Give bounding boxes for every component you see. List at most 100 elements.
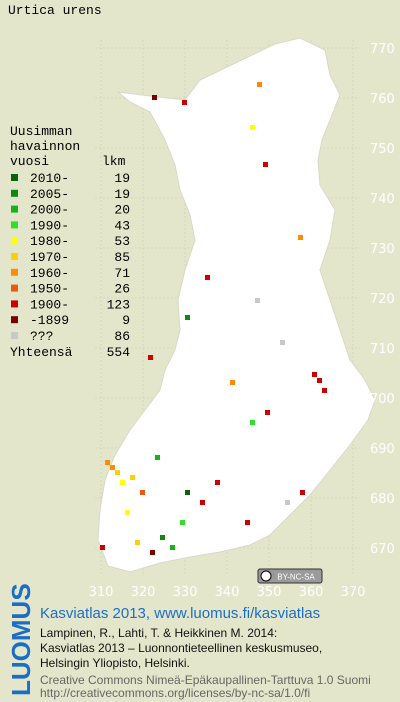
legend-total-label: Yhteensä — [10, 345, 73, 360]
x-axis-label: 320 — [131, 585, 156, 600]
legend-label: 2005- — [30, 187, 69, 202]
species-title: Urtica urens — [8, 3, 102, 18]
y-axis-label: 770 — [370, 42, 395, 57]
record-square — [135, 540, 140, 545]
legend-count: 71 — [114, 266, 130, 281]
footer-headline: Kasviatlas 2013, www.luomus.fi/kasviatla… — [40, 605, 320, 622]
footer: Lampinen, R., Lahti, T. & Heikkinen M. 2… — [40, 626, 371, 700]
legend-count: 53 — [114, 234, 130, 249]
legend-label: 1900- — [30, 297, 69, 312]
legend-count: 123 — [107, 297, 130, 312]
record-square — [185, 315, 190, 320]
legend-swatch — [11, 189, 18, 197]
badge-text: BY-NC-SA — [277, 573, 315, 582]
x-axis-label: 370 — [341, 585, 366, 600]
record-square — [120, 480, 125, 485]
legend-count: 86 — [114, 329, 130, 344]
record-square — [280, 340, 285, 345]
legend-swatch — [11, 268, 18, 276]
record-square — [100, 545, 105, 550]
legend-label: 2000- — [30, 203, 69, 218]
legend-total: 554 — [107, 345, 131, 360]
y-axis-label: 730 — [370, 242, 395, 257]
y-axis-label: 740 — [370, 192, 395, 207]
legend-count: 20 — [114, 203, 130, 218]
y-axis-label: 670 — [370, 542, 395, 557]
record-square — [130, 475, 135, 480]
record-square — [250, 420, 255, 425]
record-square — [170, 545, 175, 550]
record-square — [285, 500, 290, 505]
y-axis-label: 720 — [370, 292, 395, 307]
legend-label: 1970- — [30, 250, 69, 265]
record-square — [160, 535, 165, 540]
legend-swatch — [11, 300, 18, 308]
record-square — [155, 455, 160, 460]
legend-count: 9 — [122, 313, 130, 328]
citation-line: Helsingin Yliopisto, Helsinki. — [40, 656, 190, 670]
legend-swatch — [11, 237, 18, 245]
legend-heading: vuosi — [10, 154, 49, 169]
legend-label: 1980- — [30, 234, 69, 249]
legend-swatch — [11, 174, 18, 181]
citation-line: Lampinen, R., Lahti, T. & Heikkinen M. 2… — [40, 626, 277, 640]
legend-heading: havainnon — [10, 139, 80, 154]
cc-icon — [260, 570, 272, 582]
record-square — [150, 550, 155, 555]
x-axis-label: 360 — [299, 585, 324, 600]
badge-box — [257, 568, 323, 584]
record-square — [115, 470, 120, 475]
citation-line: Kasviatlas 2013 – Luonnontieteellinen ke… — [40, 641, 322, 655]
record-square — [148, 355, 153, 360]
record-square — [140, 490, 145, 495]
y-axis-label: 750 — [370, 142, 395, 157]
legend-swatch — [11, 253, 18, 260]
legend-label: 1960- — [30, 266, 69, 281]
record-square — [265, 410, 270, 415]
record-square — [180, 520, 185, 525]
axis-labels: 770 760 750 740 730 720 710 700 690 680 670 310 320 3… — [89, 42, 395, 600]
record-square — [152, 95, 157, 100]
license-line: http://creativecommons.org/licenses/by-n… — [40, 686, 310, 700]
record-square — [300, 490, 305, 495]
record-square — [185, 490, 190, 495]
legend-label: 2010- — [30, 171, 69, 186]
x-axis-label: 350 — [257, 585, 282, 600]
x-axis-label: 340 — [215, 585, 240, 600]
legend-swatch — [11, 284, 18, 292]
y-axis-label: 760 — [370, 92, 395, 107]
legend-count-heading: lkm — [102, 154, 126, 169]
y-axis-label: 700 — [370, 392, 395, 407]
legend-label: ??? — [30, 329, 53, 344]
record-square — [245, 520, 250, 525]
legend-label: 1990- — [30, 218, 69, 233]
record-square — [257, 82, 262, 87]
record-square — [230, 380, 235, 385]
legend-heading: Uusimman — [10, 124, 72, 139]
finland-outline — [97, 37, 376, 573]
record-square — [298, 235, 303, 240]
legend-swatch — [11, 316, 18, 324]
record-square — [322, 388, 327, 393]
legend-count: 85 — [114, 250, 130, 265]
legend-count: 26 — [114, 282, 130, 297]
legend-count: 19 — [114, 171, 130, 186]
record-square — [317, 378, 322, 383]
record-square — [215, 480, 220, 485]
legend-swatch — [11, 332, 18, 339]
record-square — [250, 125, 255, 130]
record-square — [312, 372, 317, 377]
record-squares — [100, 82, 327, 555]
legend-swatch — [11, 221, 18, 229]
record-square — [125, 510, 130, 515]
legend-count: 43 — [114, 218, 130, 233]
record-square — [105, 460, 110, 465]
record-square — [200, 500, 205, 505]
record-square — [205, 275, 210, 280]
legend-label: -1899 — [30, 313, 69, 328]
x-axis-label: 310 — [89, 585, 114, 600]
x-axis-label: 330 — [173, 585, 198, 600]
